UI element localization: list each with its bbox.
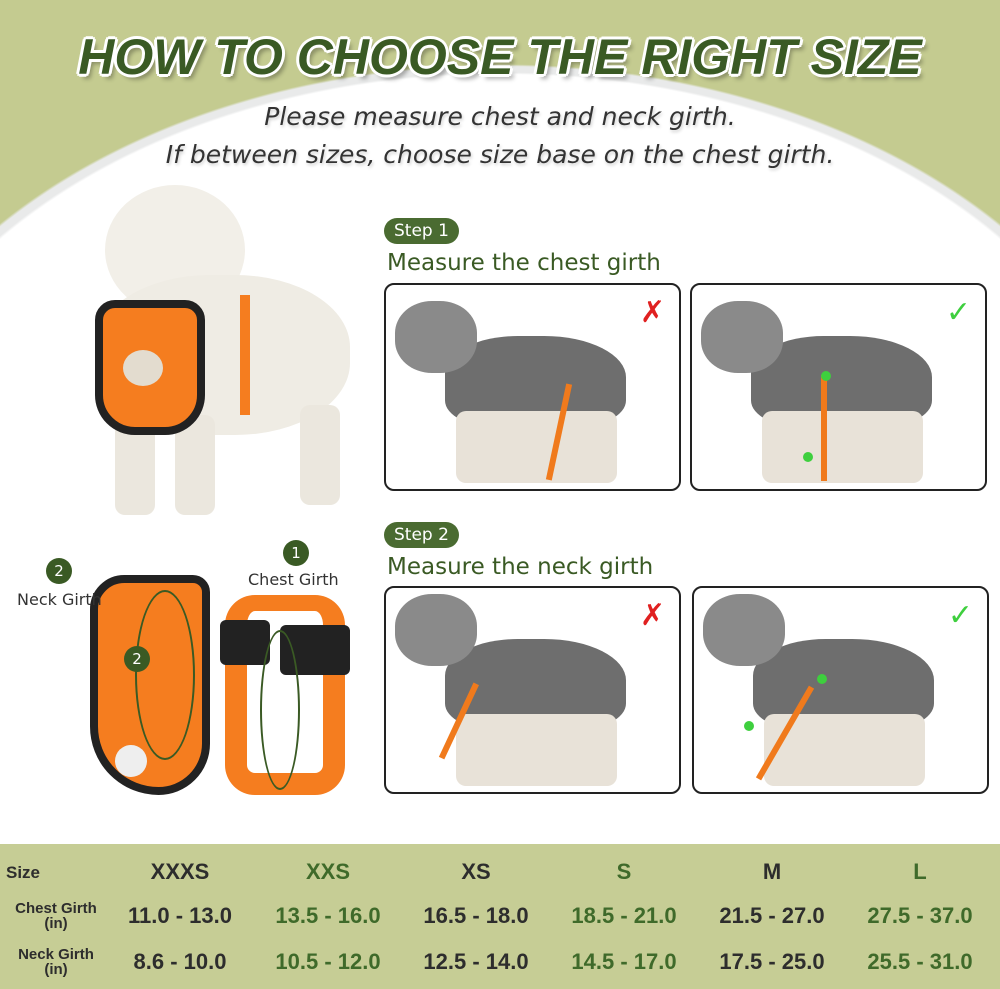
chest-xs: 16.5 - 18.0: [423, 903, 529, 928]
row-label: Chest Girth: [15, 900, 97, 917]
neck-girth-label: Neck Girth: [17, 590, 102, 609]
chest-m: 21.5 - 27.0: [719, 903, 825, 928]
chest-measure-correct-photo: ✓: [690, 283, 987, 491]
chest-girth-number-badge: 1: [283, 540, 309, 566]
check-mark-icon: ✓: [945, 295, 971, 330]
neck-measure-correct-photo: ✓: [692, 586, 989, 794]
subtitle-line-2: If between sizes, choose size base on th…: [165, 140, 835, 169]
neck-girth-row: Neck Girth (in) 8.6 - 10.0 10.5 - 12.0 12…: [0, 944, 1000, 980]
step-2-instruction: Measure the neck girth: [387, 554, 654, 580]
chest-s: 18.5 - 21.0: [571, 903, 677, 928]
chest-xxxs: 11.0 - 13.0: [128, 903, 232, 928]
size-xxs: XXS: [305, 859, 351, 884]
chest-girth-row: Chest Girth (in) 11.0 - 13.0 13.5 - 16.0 …: [0, 898, 1000, 934]
neck-xs: 12.5 - 14.0: [423, 949, 529, 974]
neck-girth-row-label: Neck Girth (in): [0, 947, 106, 977]
step-1-badge: Step 1: [384, 218, 459, 244]
size-header-label: Size: [6, 862, 41, 882]
neck-m: 17.5 - 25.0: [719, 949, 825, 974]
harness-product-photo: [80, 550, 360, 810]
row-unit: (in): [44, 915, 68, 932]
size-l: L: [913, 859, 927, 884]
size-m: M: [762, 859, 782, 884]
size-xs: XS: [461, 859, 491, 884]
neck-measure-wrong-photo: ✗: [384, 586, 681, 794]
row-unit: (in): [44, 961, 68, 978]
size-chart-table: Size XXXS XXS XS S M L Chest Girth (in) 1…: [0, 844, 1000, 989]
chest-girth-row-label: Chest Girth (in): [0, 901, 106, 931]
chest-xxs: 13.5 - 16.0: [275, 903, 381, 928]
neck-xxs: 10.5 - 12.0: [275, 949, 381, 974]
neck-s: 14.5 - 17.0: [571, 949, 677, 974]
size-s: S: [616, 859, 632, 884]
neck-girth-number-badge: 2: [46, 558, 72, 584]
neck-xxxs: 8.6 - 10.0: [133, 949, 227, 974]
neck-girth-number-badge-on-harness: 2: [124, 646, 150, 672]
size-xxxs: XXXS: [150, 859, 210, 884]
chest-girth-label: Chest Girth: [248, 570, 339, 589]
neck-l: 25.5 - 31.0: [867, 949, 973, 974]
dog-wearing-harness-photo: [85, 185, 355, 520]
chest-l: 27.5 - 37.0: [867, 903, 973, 928]
chest-measure-wrong-photo: ✗: [384, 283, 681, 491]
size-header-row: Size XXXS XXS XS S M L: [0, 858, 1000, 886]
step-1-instruction: Measure the chest girth: [387, 250, 661, 276]
check-mark-icon: ✓: [947, 598, 973, 633]
step-2-badge: Step 2: [384, 522, 459, 548]
x-mark-icon: ✗: [639, 295, 665, 330]
x-mark-icon: ✗: [639, 598, 665, 633]
page-title: HOW TO CHOOSE THE RIGHT SIZE: [78, 29, 922, 85]
row-label: Neck Girth: [18, 946, 94, 963]
subtitle-line-1: Please measure chest and neck girth.: [264, 102, 736, 131]
